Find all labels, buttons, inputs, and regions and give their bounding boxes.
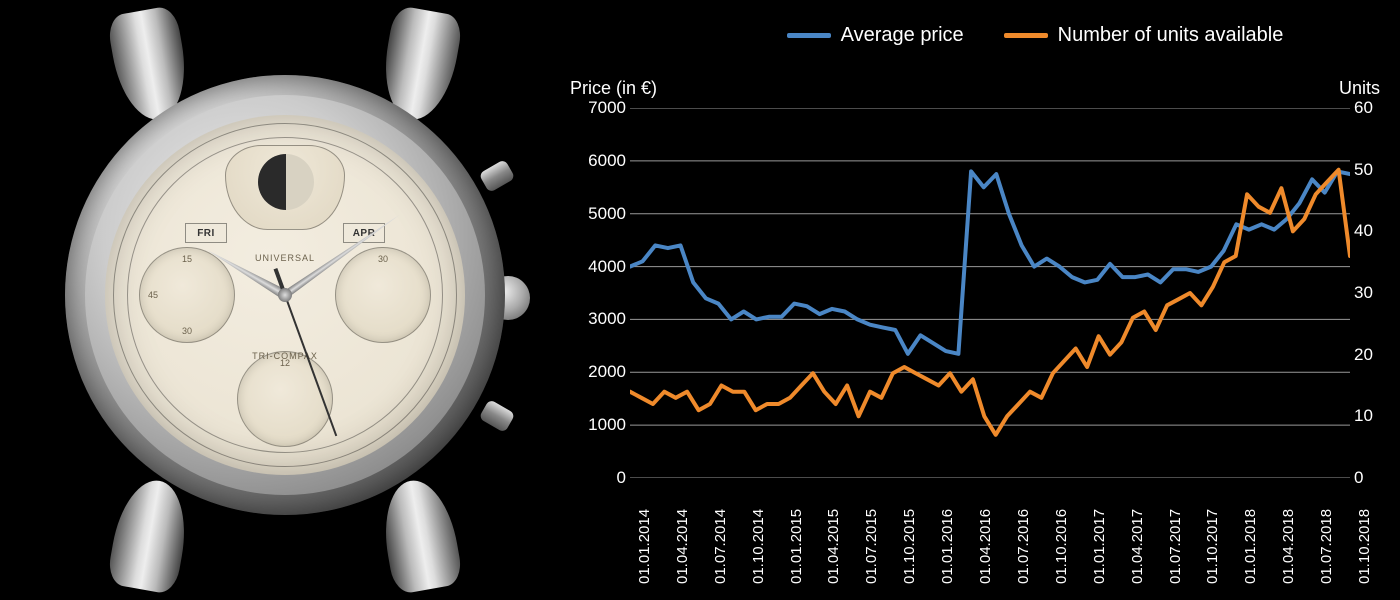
x-axis-label: 01.01.2015 xyxy=(788,509,798,584)
y-left-tick: 7000 xyxy=(582,98,626,118)
y-left-tick: 3000 xyxy=(582,309,626,329)
x-axis-label: 01.07.2017 xyxy=(1167,509,1177,584)
x-axis-labels: 01.01.2014 01.04.2014 01.07.2014 01.10.2014… xyxy=(630,484,1350,594)
y-axis-right-title: Units xyxy=(1339,78,1380,99)
x-axis-label: 01.01.2017 xyxy=(1091,509,1101,584)
line-units-available xyxy=(630,170,1350,435)
x-axis-label: 01.07.2015 xyxy=(863,509,873,584)
moon-disc xyxy=(258,154,314,210)
x-axis-label: 01.04.2014 xyxy=(674,509,684,584)
pusher-bottom xyxy=(479,399,516,433)
subdial-left-num2: 45 xyxy=(106,290,200,300)
x-axis-label: 01.01.2018 xyxy=(1242,509,1252,584)
x-axis-label: 01.01.2014 xyxy=(636,509,646,584)
x-axis-label: 01.10.2016 xyxy=(1053,509,1063,584)
subdial-bottom: 12 xyxy=(237,351,333,447)
y-left-tick: 0 xyxy=(582,468,626,488)
legend-label-price: Average price xyxy=(841,24,964,47)
lug-bottom-right xyxy=(376,475,464,595)
moonphase-subdial xyxy=(225,145,345,230)
x-axis-label: 01.01.2016 xyxy=(939,509,949,584)
y-right-tick: 20 xyxy=(1354,345,1390,365)
x-axis-label: 01.04.2016 xyxy=(977,509,987,584)
watch: FRI APR UNIVERSAL 15 45 30 30 12 TRI-COM… xyxy=(60,20,510,580)
model-text: TRI-COMPAX xyxy=(105,351,465,361)
subdial-right: 30 xyxy=(335,247,431,343)
y-right-tick: 10 xyxy=(1354,406,1390,426)
legend-swatch-units xyxy=(1004,33,1048,38)
chart-plot-area: 01000200030004000500060007000 0102030405… xyxy=(630,108,1350,478)
legend-swatch-price xyxy=(787,33,831,38)
subdial-left-num: 15 xyxy=(140,254,234,264)
x-axis-label: 01.04.2015 xyxy=(825,509,835,584)
pusher-top xyxy=(479,159,516,193)
subdial-left: 15 45 30 xyxy=(139,247,235,343)
y-left-tick: 4000 xyxy=(582,257,626,277)
y-left-tick: 2000 xyxy=(582,362,626,382)
x-axis-label: 01.10.2018 xyxy=(1356,509,1366,584)
chart-svg xyxy=(630,108,1350,478)
x-axis-label: 01.10.2017 xyxy=(1204,509,1214,584)
y-right-tick: 60 xyxy=(1354,98,1390,118)
watch-dial: FRI APR UNIVERSAL 15 45 30 30 12 TRI-COM… xyxy=(105,115,465,475)
x-axis-label: 01.04.2017 xyxy=(1129,509,1139,584)
subdial-right-num: 30 xyxy=(336,254,430,264)
day-window: FRI xyxy=(185,223,227,243)
y-left-tick: 1000 xyxy=(582,415,626,435)
y-right-tick: 0 xyxy=(1354,468,1390,488)
legend-item-units: Number of units available xyxy=(1004,24,1284,47)
subdial-left-num3: 30 xyxy=(140,326,234,336)
x-axis-label: 01.04.2018 xyxy=(1280,509,1290,584)
x-axis-label: 01.07.2016 xyxy=(1015,509,1025,584)
center-cap xyxy=(278,288,292,302)
lug-bottom-left xyxy=(106,475,194,595)
x-axis-label: 01.07.2014 xyxy=(712,509,722,584)
y-right-tick: 30 xyxy=(1354,283,1390,303)
y-right-tick: 40 xyxy=(1354,221,1390,241)
chart-panel: Average price Number of units available … xyxy=(570,0,1400,600)
x-axis-label: 01.07.2018 xyxy=(1318,509,1328,584)
y-left-tick: 5000 xyxy=(582,204,626,224)
x-axis-label: 01.10.2014 xyxy=(750,509,760,584)
legend-item-price: Average price xyxy=(787,24,964,47)
y-axis-left-title: Price (in €) xyxy=(570,78,657,99)
line-average-price xyxy=(630,171,1350,353)
x-axis-label: 01.10.2015 xyxy=(901,509,911,584)
y-right-tick: 50 xyxy=(1354,160,1390,180)
legend-label-units: Number of units available xyxy=(1058,24,1284,47)
watch-image-panel: FRI APR UNIVERSAL 15 45 30 30 12 TRI-COM… xyxy=(0,0,570,600)
chart-legend: Average price Number of units available xyxy=(670,20,1400,50)
y-left-tick: 6000 xyxy=(582,151,626,171)
